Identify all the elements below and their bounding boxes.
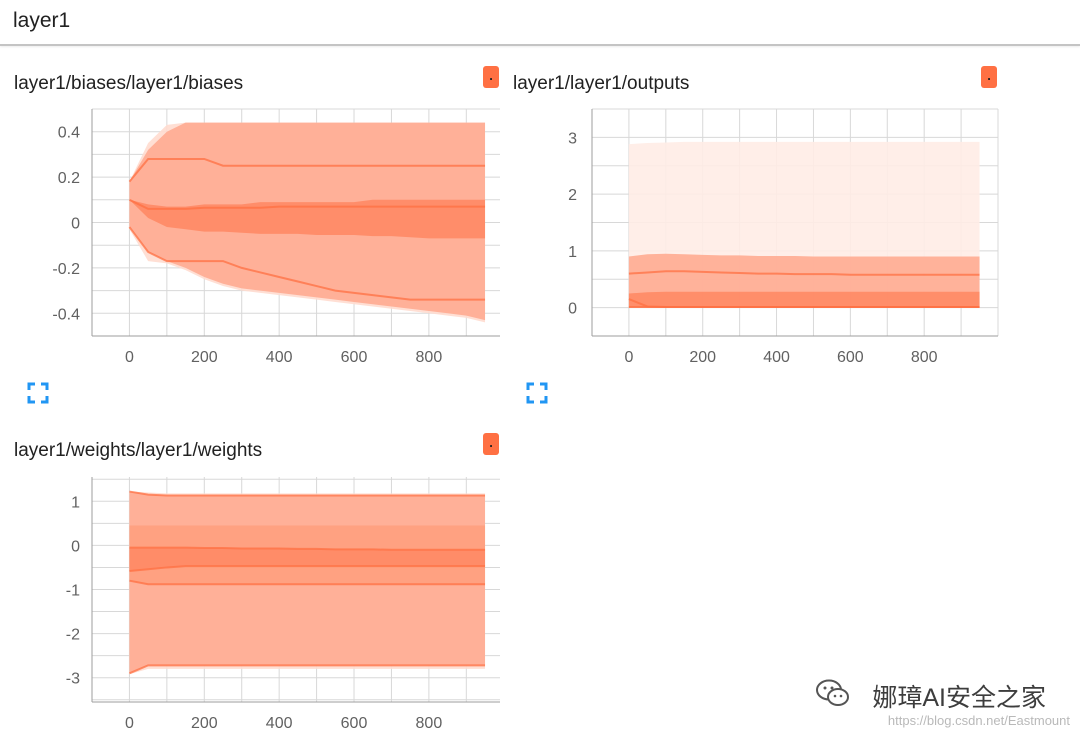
card-menu-button[interactable]: .: [981, 66, 997, 88]
distribution-band: [628, 291, 980, 308]
histogram-chart: 0.4 0.2 0 -0.2 -0.4 0 200 400 600 800: [52, 108, 500, 366]
y-tick-label: -2: [66, 627, 80, 644]
percentile-line: [129, 579, 486, 586]
percentile-line: [628, 270, 980, 276]
y-tick-label: 3: [568, 130, 577, 147]
distribution-band: [129, 199, 486, 239]
expand-icon[interactable]: [27, 382, 49, 404]
histogram-chart: 3 2 1 0 0 200 400 600 800: [568, 108, 999, 366]
y-tick-label: -0.4: [52, 306, 80, 323]
percentile-line: [128, 198, 486, 210]
watermark-text: 娜璋AI安全之家: [872, 684, 1046, 712]
x-tick-label: 400: [266, 349, 293, 366]
x-tick-label: 200: [689, 349, 716, 366]
x-tick-label: 800: [416, 349, 443, 366]
y-tick-label: -0.2: [52, 261, 80, 278]
y-tick-label: -3: [66, 671, 80, 688]
card-menu-button[interactable]: .: [483, 433, 499, 455]
percentile-line: [128, 157, 486, 183]
expand-icon[interactable]: [526, 382, 548, 404]
card-title: layer1/biases/layer1/biases: [14, 73, 244, 94]
x-tick-label: 800: [911, 349, 938, 366]
x-tick-label: 200: [191, 349, 218, 366]
section-title: layer1: [13, 9, 71, 32]
wechat-icon: [816, 679, 849, 706]
x-tick-label: 0: [125, 349, 134, 366]
x-tick-label: 400: [266, 715, 293, 732]
y-tick-label: 0: [71, 538, 80, 555]
card-menu-button[interactable]: .: [483, 66, 499, 88]
x-tick-label: 800: [416, 715, 443, 732]
y-tick-label: 0.2: [58, 170, 80, 187]
y-tick-label: 1: [568, 244, 577, 261]
histogram-chart: 1 0 -1 -2 -3 0 200 400 600 800: [66, 477, 500, 732]
x-tick-label: 600: [341, 349, 368, 366]
percentile-line: [128, 226, 486, 301]
y-tick-label: 0: [71, 216, 80, 233]
watermark-url: https://blog.csdn.net/Eastmount: [887, 713, 1070, 728]
percentile-line: [129, 664, 486, 675]
percentile-line: [129, 546, 486, 551]
y-tick-label: -1: [66, 583, 80, 600]
card-title: layer1/weights/layer1/weights: [14, 440, 263, 461]
x-tick-label: 200: [191, 715, 218, 732]
section-header[interactable]: layer1: [0, 0, 1080, 46]
x-tick-label: 600: [837, 349, 864, 366]
x-tick-label: 400: [763, 349, 790, 366]
y-tick-label: 1: [71, 494, 80, 511]
card-title: layer1/layer1/outputs: [513, 73, 690, 94]
x-tick-label: 0: [624, 349, 633, 366]
percentile-line: [129, 490, 486, 497]
y-tick-label: 0.4: [58, 125, 80, 142]
y-tick-label: 0: [568, 301, 577, 318]
y-tick-label: 2: [568, 187, 577, 204]
x-tick-label: 600: [341, 715, 368, 732]
percentile-line: [129, 565, 486, 572]
x-tick-label: 0: [125, 715, 134, 732]
